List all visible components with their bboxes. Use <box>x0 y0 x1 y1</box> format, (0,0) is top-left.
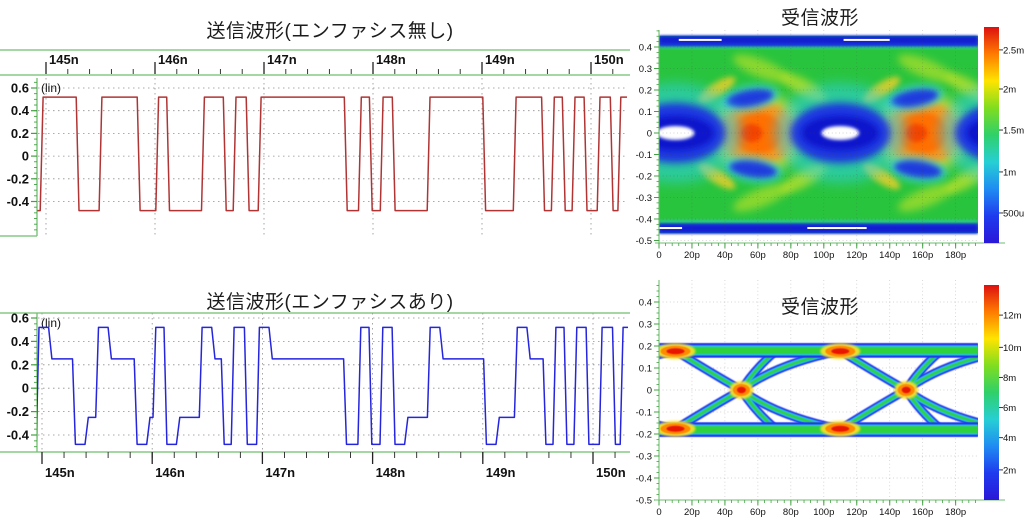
svg-text:149n: 149n <box>486 465 516 480</box>
svg-text:-0.4: -0.4 <box>7 428 30 443</box>
svg-text:0.4: 0.4 <box>639 298 652 309</box>
svg-text:145n: 145n <box>45 465 75 480</box>
svg-text:0.4: 0.4 <box>11 103 30 118</box>
svg-text:-0.3: -0.3 <box>636 452 652 463</box>
svg-text:0.1: 0.1 <box>639 364 652 375</box>
svg-text:2.5m: 2.5m <box>1003 45 1024 56</box>
tx_no_emphasis-chart: 145n 146n 147n 148n 149n 150n 0.6 0.4 0.2 0 -0.2 -0… <box>0 49 630 237</box>
svg-text:150n: 150n <box>594 52 624 67</box>
svg-text:0.4: 0.4 <box>639 43 652 54</box>
svg-text:0.1: 0.1 <box>639 107 652 118</box>
svg-text:-0.2: -0.2 <box>636 430 652 441</box>
svg-text:0.2: 0.2 <box>639 342 652 353</box>
svg-text:0.3: 0.3 <box>639 64 652 75</box>
svg-text:1.5m: 1.5m <box>1003 126 1024 137</box>
svg-text:80p: 80p <box>783 507 799 518</box>
svg-text:(lin): (lin) <box>41 316 61 330</box>
svg-text:60p: 60p <box>750 507 766 518</box>
svg-text:0.6: 0.6 <box>11 311 29 326</box>
svg-text:4m: 4m <box>1003 433 1016 444</box>
rx_eye_dense-axes: 0.4 0.3 0.2 0.1 0 -0.1 -0.2 -0.3 -0.4 -0.5 0 20p 40p… <box>636 27 1024 261</box>
svg-text:145n: 145n <box>49 52 79 67</box>
svg-text:149n: 149n <box>485 52 515 67</box>
svg-text:148n: 148n <box>376 465 406 480</box>
svg-text:146n: 146n <box>158 52 188 67</box>
svg-text:0: 0 <box>22 381 29 396</box>
svg-text:20p: 20p <box>684 250 700 261</box>
svg-text:0.2: 0.2 <box>11 126 29 141</box>
svg-text:160p: 160p <box>912 507 933 518</box>
svg-text:-0.4: -0.4 <box>636 215 652 226</box>
x-axis-ruler: 145n 146n 147n 148n 149n 150n <box>0 49 630 76</box>
title-rx-eye-open: 受信波形 <box>780 297 859 318</box>
svg-text:-0.2: -0.2 <box>636 172 652 183</box>
grid <box>38 313 628 452</box>
svg-text:0: 0 <box>647 386 652 397</box>
svg-text:146n: 146n <box>155 465 185 480</box>
svg-text:-0.1: -0.1 <box>636 408 652 419</box>
svg-text:500u: 500u <box>1003 208 1024 219</box>
waveform <box>37 96 627 212</box>
svg-text:-0.2: -0.2 <box>7 171 29 186</box>
svg-text:120p: 120p <box>846 507 867 518</box>
svg-text:0: 0 <box>647 129 652 140</box>
x-axis-ruler: 145n 146n 147n 148n 149n 150n <box>0 312 630 480</box>
svg-text:140p: 140p <box>879 250 900 261</box>
rx-eye-dense-heatmap <box>659 30 978 243</box>
svg-text:-0.4: -0.4 <box>636 474 652 485</box>
title-rx-eye-dense: 受信波形 <box>780 8 859 29</box>
svg-text:0.6: 0.6 <box>11 81 29 96</box>
svg-text:180p: 180p <box>945 250 966 261</box>
svg-text:60p: 60p <box>750 250 766 261</box>
svg-text:40p: 40p <box>717 507 733 518</box>
colorbar: 12m 10m 8m 6m 4m 2m <box>984 285 1022 500</box>
svg-text:2m: 2m <box>1003 465 1016 476</box>
rx_eye_open-axes: 0.4 0.3 0.2 0.1 0 -0.1 -0.2 -0.3 -0.4 -0.5 0 20p 40p… <box>636 280 1022 518</box>
svg-text:150n: 150n <box>596 465 626 480</box>
grid <box>38 78 628 236</box>
svg-text:147n: 147n <box>267 52 297 67</box>
y-axis: 0.6 0.4 0.2 0 -0.2 -0.4 (lin) <box>7 311 61 452</box>
svg-text:20p: 20p <box>684 507 700 518</box>
colorbar: 2.5m 2m 1.5m 1m 500u <box>984 27 1024 243</box>
svg-text:1m: 1m <box>1003 167 1016 178</box>
svg-text:10m: 10m <box>1003 343 1022 354</box>
svg-text:0: 0 <box>22 149 29 164</box>
svg-text:160p: 160p <box>912 250 933 261</box>
svg-text:0.2: 0.2 <box>11 357 29 372</box>
svg-text:-0.2: -0.2 <box>7 404 29 419</box>
svg-text:-0.5: -0.5 <box>636 236 652 247</box>
svg-text:40p: 40p <box>717 250 733 261</box>
svg-text:147n: 147n <box>265 465 295 480</box>
svg-text:-0.1: -0.1 <box>636 150 652 161</box>
svg-text:2m: 2m <box>1003 84 1016 95</box>
svg-text:12m: 12m <box>1003 311 1022 322</box>
svg-text:140p: 140p <box>879 507 900 518</box>
svg-text:0: 0 <box>656 507 661 518</box>
svg-text:0.3: 0.3 <box>639 320 652 331</box>
svg-text:8m: 8m <box>1003 373 1016 384</box>
waveform <box>37 326 628 446</box>
svg-text:100p: 100p <box>813 507 834 518</box>
title-tx-with-emphasis: 送信波形(エンファシスあり) <box>206 292 454 313</box>
svg-text:180p: 180p <box>945 507 966 518</box>
svg-text:0.2: 0.2 <box>639 86 652 97</box>
svg-text:(lin): (lin) <box>41 81 61 95</box>
tx_with_emphasis-chart: 145n 146n 147n 148n 149n 150n 0.6 0.4 0.2 0 -0.2 -0… <box>0 311 630 480</box>
svg-text:-0.3: -0.3 <box>636 193 652 204</box>
svg-text:-0.5: -0.5 <box>636 496 652 507</box>
svg-text:-0.4: -0.4 <box>7 194 30 209</box>
svg-text:0.4: 0.4 <box>11 334 30 349</box>
svg-text:120p: 120p <box>846 250 867 261</box>
svg-text:100p: 100p <box>813 250 834 261</box>
svg-text:6m: 6m <box>1003 403 1016 414</box>
rx-eye-open <box>659 343 978 437</box>
svg-text:148n: 148n <box>376 52 406 67</box>
svg-text:0: 0 <box>656 250 661 261</box>
svg-text:80p: 80p <box>783 250 799 261</box>
y-axis: 0.6 0.4 0.2 0 -0.2 -0.4 (lin) <box>0 78 61 237</box>
title-tx-no-emphasis: 送信波形(エンファシス無し) <box>206 21 454 42</box>
